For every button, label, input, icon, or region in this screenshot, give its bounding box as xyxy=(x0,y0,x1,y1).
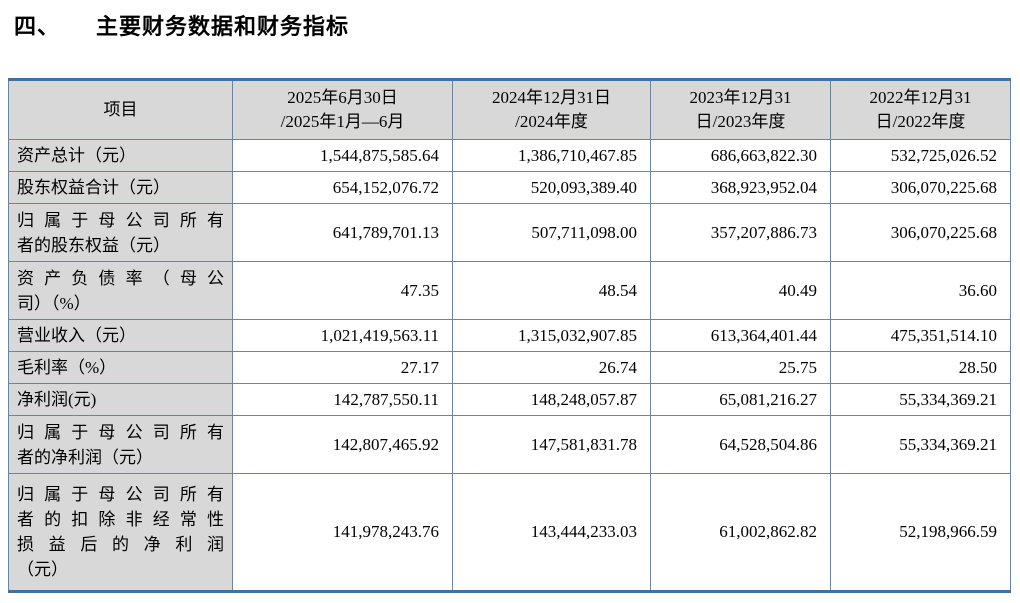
label-line: 者的扣除非经常性 xyxy=(17,510,224,529)
cell-value: 306,070,225.68 xyxy=(830,171,1011,204)
cell-value: 1,544,875,585.64 xyxy=(232,139,453,172)
header-line: 项目 xyxy=(103,100,138,119)
cell-value: 520,093,389.40 xyxy=(452,171,651,204)
cell-value: 64,528,504.86 xyxy=(650,415,831,474)
header-line: 2024年12月31日 xyxy=(492,88,611,107)
cell-value: 1,021,419,563.11 xyxy=(232,319,453,352)
header-line: 日/2023年度 xyxy=(695,112,786,131)
cell-value: 654,152,076.72 xyxy=(232,171,453,204)
section-number: 四、 xyxy=(14,14,61,39)
row-label-debt-ratio: 资产负债率（母公 司）（%） xyxy=(8,261,233,320)
cell-value: 36.60 xyxy=(830,261,1011,320)
table-row: 资产总计（元） 1,544,875,585.64 1,386,710,467.8… xyxy=(8,139,1011,172)
cell-value: 142,807,465.92 xyxy=(232,415,453,474)
table-row: 归属于母公司所有 者的扣除非经常性 损益后的净利润 （元） 141,978,24… xyxy=(8,473,1011,592)
cell-value: 147,581,831.78 xyxy=(452,415,651,474)
cell-value: 148,248,057.87 xyxy=(452,383,651,416)
section-title-text: 主要财务数据和财务指标 xyxy=(96,14,350,39)
label-line: 营业收入（元） xyxy=(17,326,136,345)
header-line: /2025年1月—6月 xyxy=(280,112,405,131)
table-row: 股东权益合计（元） 654,152,076.72 520,093,389.40 … xyxy=(8,171,1011,204)
page-title: 四、 主要财务数据和财务指标 xyxy=(0,0,1020,42)
label-line: 归属于母公司所有 xyxy=(17,210,224,230)
label-line: 净利润(元) xyxy=(17,390,97,409)
table-row: 毛利率（%） 27.17 26.74 25.75 28.50 xyxy=(8,351,1011,384)
row-label-parent-equity: 归属于母公司所有 者的股东权益（元） xyxy=(8,203,233,262)
header-cell-2022: 2022年12月31 日/2022年度 xyxy=(830,79,1011,140)
label-line: 司）（%） xyxy=(17,293,91,313)
row-label-net-profit: 净利润(元) xyxy=(8,383,233,416)
header-cell-2024: 2024年12月31日 /2024年度 xyxy=(452,79,651,140)
cell-value: 61,002,862.82 xyxy=(650,473,831,592)
label-line: 归属于母公司所有 xyxy=(17,422,224,442)
cell-value: 25.75 xyxy=(650,351,831,384)
cell-value: 1,386,710,467.85 xyxy=(452,139,651,172)
table-header-row: 项目 2025年6月30日 /2025年1月—6月 2024年12月31日 /2… xyxy=(8,79,1011,140)
row-label-parent-net-profit: 归属于母公司所有 者的净利润（元） xyxy=(8,415,233,474)
label-line: 股东权益合计（元） xyxy=(17,178,170,197)
cell-value: 641,789,701.13 xyxy=(232,203,453,262)
cell-value: 27.17 xyxy=(232,351,453,384)
row-label-total-equity: 股东权益合计（元） xyxy=(8,171,233,204)
cell-value: 142,787,550.11 xyxy=(232,383,453,416)
cell-value: 48.54 xyxy=(452,261,651,320)
cell-value: 143,444,233.03 xyxy=(452,473,651,592)
table-row: 营业收入（元） 1,021,419,563.11 1,315,032,907.8… xyxy=(8,319,1011,352)
header-line: 日/2022年度 xyxy=(875,112,966,131)
cell-value: 141,978,243.76 xyxy=(232,473,453,592)
cell-value: 507,711,098.00 xyxy=(452,203,651,262)
cell-value: 40.49 xyxy=(650,261,831,320)
cell-value: 613,364,401.44 xyxy=(650,319,831,352)
financial-data-table: 项目 2025年6月30日 /2025年1月—6月 2024年12月31日 /2… xyxy=(8,78,1011,593)
cell-value: 306,070,225.68 xyxy=(830,203,1011,262)
row-label-total-assets: 资产总计（元） xyxy=(8,139,233,172)
label-line: 损益后的净利润 xyxy=(17,535,224,554)
label-line: 资产总计（元） xyxy=(17,146,136,165)
cell-value: 357,207,886.73 xyxy=(650,203,831,262)
cell-value: 55,334,369.21 xyxy=(830,415,1011,474)
label-line: 毛利率（%） xyxy=(17,358,117,377)
row-label-gross-margin: 毛利率（%） xyxy=(8,351,233,384)
label-line: 者的股东权益（元） xyxy=(17,235,170,255)
cell-value: 55,334,369.21 xyxy=(830,383,1011,416)
label-line: 归属于母公司所有 xyxy=(17,485,224,504)
header-line: /2024年度 xyxy=(515,112,588,131)
table-row: 归属于母公司所有 者的股东权益（元） 641,789,701.13 507,71… xyxy=(8,203,1011,262)
label-line: 资产负债率（母公 xyxy=(17,268,224,288)
row-label-revenue: 营业收入（元） xyxy=(8,319,233,352)
cell-value: 28.50 xyxy=(830,351,1011,384)
cell-value: 26.74 xyxy=(452,351,651,384)
row-label-deducted-net-profit: 归属于母公司所有 者的扣除非经常性 损益后的净利润 （元） xyxy=(8,473,233,592)
cell-value: 52,198,966.59 xyxy=(830,473,1011,592)
header-line: 2023年12月31 xyxy=(689,88,792,107)
header-line: 2025年6月30日 xyxy=(287,88,398,107)
table-row: 归属于母公司所有 者的净利润（元） 142,807,465.92 147,581… xyxy=(8,415,1011,474)
cell-value: 532,725,026.52 xyxy=(830,139,1011,172)
label-line: （元） xyxy=(17,560,68,579)
table-row: 资产负债率（母公 司）（%） 47.35 48.54 40.49 36.60 xyxy=(8,261,1011,320)
cell-value: 686,663,822.30 xyxy=(650,139,831,172)
header-cell-2025: 2025年6月30日 /2025年1月—6月 xyxy=(232,79,453,140)
cell-value: 65,081,216.27 xyxy=(650,383,831,416)
header-cell-item: 项目 xyxy=(8,79,233,140)
cell-value: 475,351,514.10 xyxy=(830,319,1011,352)
label-line: 者的净利润（元） xyxy=(17,447,153,467)
cell-value: 368,923,952.04 xyxy=(650,171,831,204)
header-cell-2023: 2023年12月31 日/2023年度 xyxy=(650,79,831,140)
header-line: 2022年12月31 xyxy=(869,88,972,107)
table-row: 净利润(元) 142,787,550.11 148,248,057.87 65,… xyxy=(8,383,1011,416)
cell-value: 1,315,032,907.85 xyxy=(452,319,651,352)
cell-value: 47.35 xyxy=(232,261,453,320)
